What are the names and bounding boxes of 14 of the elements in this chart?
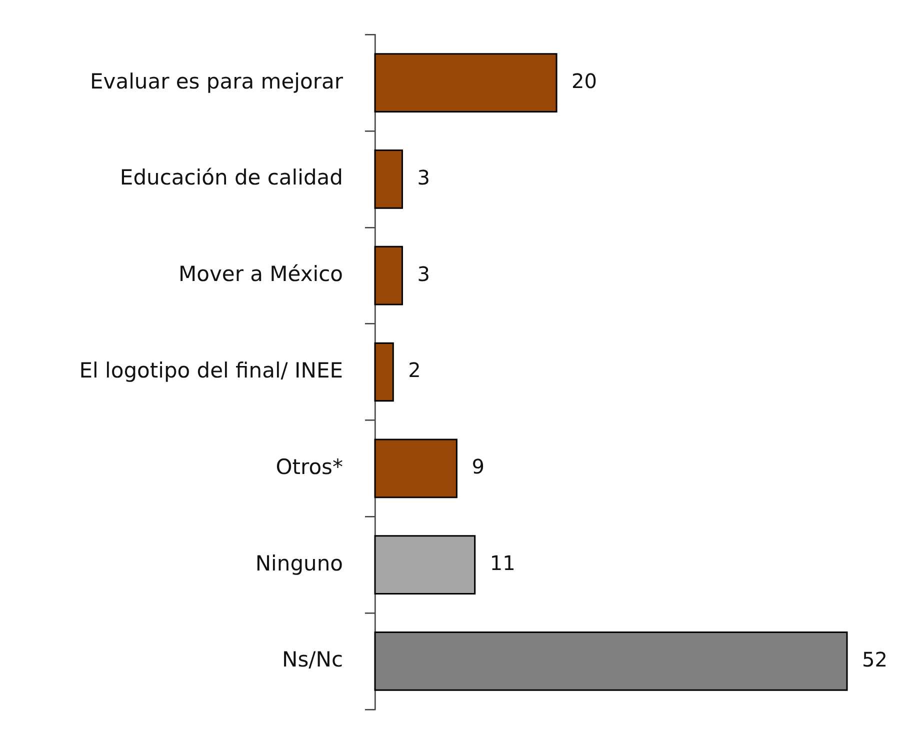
data-label: 52 <box>862 647 888 672</box>
y-tick-label: Mover a México <box>178 262 343 286</box>
data-label: 2 <box>408 358 421 382</box>
data-label: 3 <box>417 262 430 286</box>
y-tick-label: Ns/Nc <box>282 648 343 672</box>
data-label: 11 <box>490 551 516 576</box>
y-tick-label: Otros* <box>276 454 343 479</box>
data-label: 20 <box>572 69 597 94</box>
data-label: 9 <box>472 454 484 479</box>
y-tick-label: Evaluar es para mejorar <box>90 69 344 94</box>
y-tick-label: Ninguno <box>255 551 343 576</box>
y-tick-label: Educación de calidad <box>120 166 343 190</box>
y-tick-label: El logotipo del final/ INEE <box>79 358 343 382</box>
data-label: 3 <box>417 165 430 190</box>
